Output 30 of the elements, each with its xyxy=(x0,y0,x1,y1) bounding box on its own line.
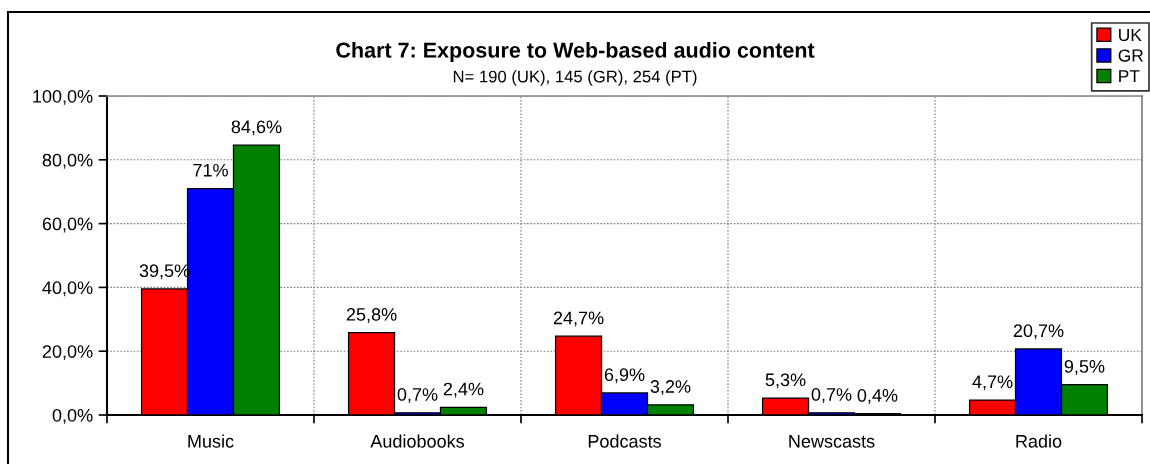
y-tick-label: 100,0% xyxy=(33,89,93,105)
y-tick-label: 60,0% xyxy=(42,217,93,233)
data-label: 5,3% xyxy=(765,373,806,389)
x-tick-label: Music xyxy=(188,434,234,448)
data-label: 0,7% xyxy=(811,388,852,403)
y-tick-label: 0,0% xyxy=(52,408,93,424)
chart-subtitle: N= 190 (UK), 145 (GR), 254 (PT) xyxy=(453,70,697,86)
data-label: 6,9% xyxy=(604,368,645,384)
data-label: 4,7% xyxy=(972,375,1013,391)
y-tick-label: 20,0% xyxy=(42,345,93,361)
data-label: 25,8% xyxy=(346,308,397,323)
data-label: 0,7% xyxy=(397,388,438,403)
chart-title: Chart 7: Exposure to Web-based audio content xyxy=(336,41,815,63)
y-tick-label: 80,0% xyxy=(42,153,93,169)
legend-label: GR xyxy=(1118,49,1143,62)
data-label: 2,4% xyxy=(443,382,484,398)
x-tick-label: Audiobooks xyxy=(370,434,465,448)
legend-label: PT xyxy=(1119,70,1140,83)
x-tick-label: Newscasts xyxy=(789,435,875,448)
x-tick-label: Podcasts xyxy=(588,434,661,448)
data-label: 9,5% xyxy=(1064,360,1105,375)
data-label: 71% xyxy=(193,163,228,177)
data-label: 0,4% xyxy=(857,389,898,404)
x-tick-label: Radio xyxy=(1016,434,1062,448)
legend-label: UK xyxy=(1119,28,1142,42)
data-label: 3,2% xyxy=(650,380,691,396)
y-tick-label: 40,0% xyxy=(42,281,93,297)
data-label: 24,7% xyxy=(553,311,604,327)
data-label: 20,7% xyxy=(1013,324,1064,340)
data-label: 84,6% xyxy=(231,120,282,136)
